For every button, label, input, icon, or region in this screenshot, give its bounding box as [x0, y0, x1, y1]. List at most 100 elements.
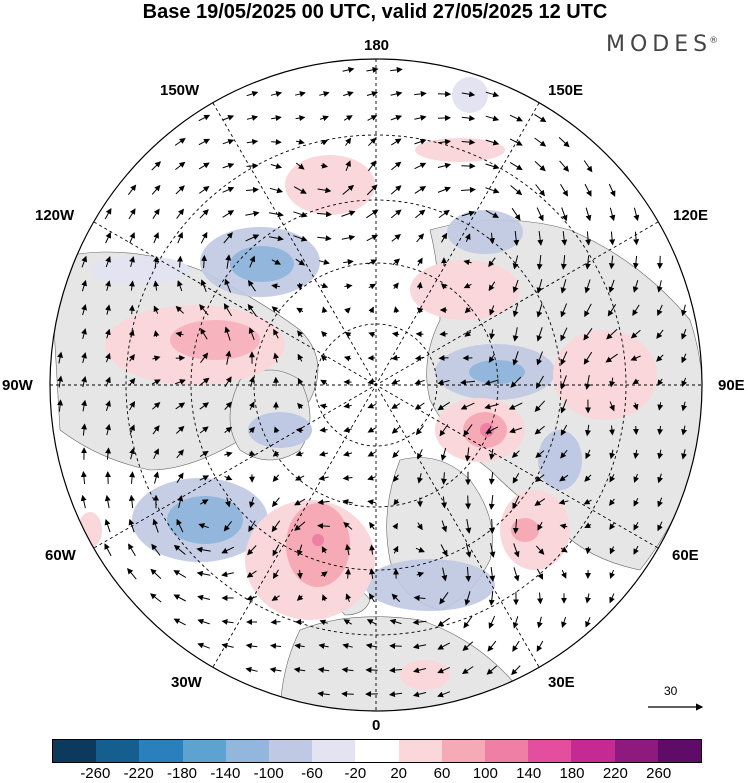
wind-vector: [81, 376, 87, 388]
wind-vector: [681, 449, 687, 460]
wind-vector: [321, 330, 328, 338]
colorbar-tick-label: 220: [602, 765, 628, 782]
wind-vector: [632, 280, 639, 293]
wind-vector: [485, 163, 500, 170]
wind-vector: [248, 401, 255, 410]
wind-vector: [584, 424, 591, 437]
wind-vector: [513, 543, 520, 558]
wind-vector: [224, 497, 231, 508]
wind-vector: [343, 91, 354, 97]
wind-vector: [342, 643, 353, 649]
wind-vector: [176, 472, 184, 483]
wind-vector: [104, 328, 111, 339]
wind-vector: [633, 497, 640, 507]
wind-vector: [608, 425, 615, 436]
wind-vector: [129, 447, 136, 460]
wind-vector: [464, 233, 471, 243]
lon-label-0: 0: [372, 717, 381, 734]
wind-vector: [630, 355, 641, 361]
wind-vector: [412, 691, 427, 698]
wind-vector: [224, 474, 233, 481]
wind-vector: [657, 425, 664, 436]
colorbar-swatch: [657, 740, 702, 762]
wind-vector: [198, 377, 210, 386]
map-title: Base 19/05/2025 00 UTC, valid 27/05/2025…: [142, 1, 608, 23]
wind-vector: [344, 331, 352, 338]
wind-vector: [57, 351, 64, 364]
wind-vector: [271, 138, 282, 145]
wind-vector: [632, 402, 639, 411]
wind-vector: [343, 619, 352, 625]
wind-vector: [414, 379, 425, 385]
wind-vector: [414, 162, 427, 170]
wind-vector: [317, 235, 332, 242]
wind-vector: [198, 114, 211, 122]
wind-vector: [486, 665, 498, 675]
wind-vector: [81, 328, 87, 340]
wind-vector: [391, 331, 400, 338]
wind-vector: [344, 568, 351, 579]
wind-vector: [462, 641, 474, 651]
wind-vector: [560, 327, 568, 342]
wind-vector: [367, 378, 376, 385]
wind-vector: [488, 353, 496, 363]
wind-vector: [221, 546, 235, 554]
wind-vector: [128, 377, 136, 386]
wind-vector: [534, 161, 546, 172]
wind-vector: [485, 115, 500, 122]
wind-vector: [367, 115, 378, 121]
wind-vector: [222, 210, 235, 218]
graticule: [50, 59, 702, 711]
wind-vector: [585, 231, 592, 246]
wind-vector: [437, 642, 451, 650]
wind-vector: [465, 519, 472, 534]
lon-label-30w: 30W: [171, 674, 202, 691]
wind-vector: [561, 231, 568, 246]
wind-vector: [485, 187, 500, 194]
reference-vector-label: 30: [664, 684, 678, 698]
wind-vector: [537, 521, 543, 531]
wind-vector: [105, 231, 111, 244]
wind-vector: [175, 185, 185, 195]
wind-vector: [104, 543, 112, 557]
wind-vector: [512, 472, 520, 484]
wind-vector: [609, 231, 616, 246]
wind-vector: [609, 474, 616, 483]
wind-vector: [128, 543, 136, 557]
wind-vector: [341, 234, 356, 241]
wind-vector: [681, 425, 688, 436]
wind-vector: [128, 280, 135, 291]
colorbar-swatch: [312, 740, 356, 762]
wind-vector: [609, 449, 616, 460]
wind-vector: [392, 282, 399, 290]
wind-vector: [367, 259, 378, 265]
wind-vector: [342, 499, 353, 505]
wind-vector: [608, 279, 615, 294]
wind-vector: [485, 210, 499, 218]
lon-label-150w: 150W: [160, 82, 200, 99]
wind-vector: [320, 355, 328, 362]
modes-logo: MODES®: [606, 32, 719, 57]
wind-vector: [560, 351, 568, 366]
wind-vector: [245, 186, 259, 193]
wind-vector: [173, 594, 186, 602]
wind-vector: [320, 139, 329, 146]
wind-vector: [392, 545, 399, 554]
wind-vector: [632, 425, 639, 435]
wind-vector: [438, 354, 449, 361]
wind-vector: [584, 375, 591, 390]
wind-vector: [293, 235, 308, 242]
wind-vector: [605, 353, 618, 363]
wind-vector: [176, 208, 184, 219]
wind-vector: [223, 520, 232, 532]
wind-vector: [366, 66, 379, 73]
wind-vector: [535, 450, 545, 459]
wind-vector: [485, 91, 500, 98]
wind-vector: [392, 474, 399, 482]
wind-vector: [200, 499, 209, 505]
wind-vector: [221, 642, 234, 649]
wind-vector: [319, 450, 329, 457]
wind-vector: [368, 331, 375, 338]
wind-vector: [247, 279, 256, 292]
wind-vector: [152, 208, 160, 219]
